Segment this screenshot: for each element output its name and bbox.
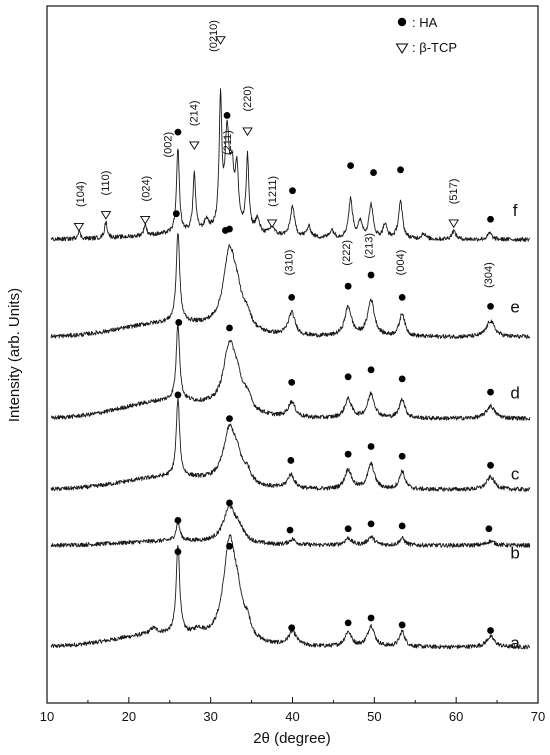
peak-label: (104) [75,181,87,207]
x-tick-label: 50 [367,709,381,724]
ha-marker [174,516,182,524]
curve-label: c [511,464,520,483]
ha-marker [347,162,355,170]
ha-marker [397,166,404,174]
legend-tcp-label: : β-TCP [412,40,457,55]
ha-marker [175,319,183,326]
ha-marker [174,128,182,136]
ha-marker [223,112,231,119]
x-tick-label: 40 [285,709,299,724]
peak-label: (310) [284,250,296,276]
ha-marker [398,293,406,301]
x-tick-label: 60 [449,709,463,724]
ha-marker [344,619,352,627]
ha-marker [344,373,352,381]
series-b-line [50,504,531,548]
ha-marker [370,169,377,176]
peak-label: (0210) [208,20,220,52]
x-axis-title: 2θ (degree) [253,730,331,747]
series-d-line [50,323,531,421]
ha-marker [221,227,229,234]
tcp-marker [188,141,200,151]
legend: : HA : β-TCP [395,15,457,55]
curve-label: f [513,201,518,220]
ha-marker [289,187,296,195]
x-tick-label: 10 [40,709,54,724]
peak-label: (222) [341,240,353,266]
curve-label: a [510,634,520,653]
ha-marker [287,457,295,464]
peak-label: (1211) [267,176,279,207]
x-tick-label: 20 [122,709,136,724]
peak-label: (517) [448,179,460,205]
ha-marker [288,624,296,632]
tcp-marker [100,211,112,220]
ha-marker [226,415,233,423]
ha-marker [344,282,352,290]
peak-label: (110) [100,171,112,196]
x-axis-ticks: 10 20 30 40 50 60 70 [40,697,545,724]
tcp-marker [215,36,226,45]
series-e-line [50,233,531,339]
ha-marker [226,324,233,332]
ha-marker [367,520,375,528]
x-tick-label: 30 [203,709,217,724]
ha-marker [226,542,233,550]
ha-marker [398,621,406,629]
ha-marker [367,614,375,622]
ha-marker [344,525,352,533]
series-f-line [50,88,530,242]
peak-label: (004) [395,250,407,276]
ha-marker [286,526,294,534]
peak-label: (304) [483,262,495,288]
series-c-line [50,397,531,492]
series-a-line [50,534,530,650]
tcp-marker [73,222,85,232]
ha-marker [487,303,494,310]
ha-marker [288,293,296,301]
peak-label: (211) [222,130,234,155]
plot-frame [46,5,539,704]
ha-marker [174,548,182,556]
ha-marker [344,450,352,458]
ha-marker [398,452,406,460]
series-layer [50,88,531,650]
legend-ha-label: : HA [412,15,438,30]
curve-label: d [510,383,519,402]
ha-marker [288,378,296,386]
curve-label: e [510,298,519,317]
tcp-marker [139,216,151,225]
x-tick-label: 70 [531,709,545,724]
tcp-marker [242,127,253,137]
peak-label: (024) [140,176,152,202]
tcp-marker [266,219,278,229]
tcp-marker [448,219,460,229]
ha-marker [367,366,375,374]
label-layer: (104) (110) (024) (214) (0210) (220) (1211) (51… [75,20,521,653]
peak-label: (214) [189,100,201,126]
legend-ha-marker [397,17,407,27]
legend-tcp-marker [395,43,409,54]
ha-marker [485,525,493,533]
ha-marker [367,443,375,450]
ha-marker [367,271,375,279]
ha-marker [398,375,406,383]
ha-marker [398,522,406,530]
y-axis-title: Intensity (arb. Units) [6,288,23,422]
ha-marker [172,210,180,218]
peak-label: (213) [364,233,376,259]
curve-label: b [510,544,519,563]
ha-marker [487,461,494,469]
ha-marker [487,215,494,223]
peak-label: (220) [242,86,254,112]
ha-marker [487,627,494,634]
ha-marker [226,499,233,507]
peak-label: (002) [162,132,174,158]
marker-layer [73,36,494,634]
ha-marker [487,388,494,396]
ha-marker [174,391,182,399]
